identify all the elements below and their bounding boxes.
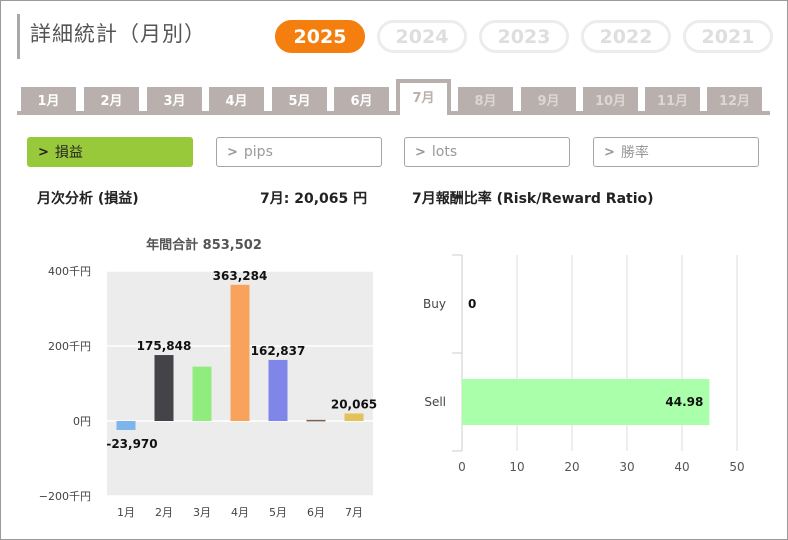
x-tick-label: 2月: [155, 506, 173, 519]
bar-3月: [192, 366, 212, 421]
year-button-4[interactable]: 2021: [683, 20, 773, 53]
y-tick-label: Sell: [424, 395, 446, 409]
x-tick-label: 50: [729, 460, 744, 474]
y-tick-label: Buy: [423, 297, 446, 311]
tab-month-1[interactable]: 1月: [21, 87, 76, 111]
chevron-right-icon: >: [227, 144, 238, 160]
tab-month-5[interactable]: 5月: [272, 87, 327, 111]
bar-7月: [344, 413, 364, 421]
x-tick-label: 3月: [193, 506, 211, 519]
monthly-analysis-heading: 月次分析 (損益): [37, 191, 139, 207]
chevron-right-icon: >: [604, 144, 615, 160]
data-label: -23,970: [106, 437, 157, 451]
year-button-2[interactable]: 2023: [479, 20, 569, 53]
month-summary: 7月: 20,065 円: [260, 191, 368, 207]
year-selector: 2025 2024 2023 2022 2021: [275, 20, 773, 53]
x-tick-label: 4月: [231, 506, 249, 519]
year-button-1[interactable]: 2024: [377, 20, 467, 53]
filter-label: 損益: [54, 145, 83, 161]
risk-reward-chart: 0 10 20 30 40 50 Buy 0 Sell 44.98: [423, 254, 745, 474]
y-tick-label: 200千円: [48, 340, 91, 353]
data-label: 0: [468, 297, 476, 311]
filter-label: 勝率: [620, 145, 649, 161]
page-title: 詳細統計（月別）: [17, 14, 206, 59]
x-tick-label: 1月: [117, 506, 135, 519]
x-tick-label: 0: [458, 460, 466, 474]
data-label: 175,848: [137, 339, 192, 353]
month-tabs: 1月 2月 3月 4月 5月 6月 7月 8月 9月 10月 11月 12月: [17, 79, 770, 115]
filter-lots-button[interactable]: > lots: [404, 137, 570, 167]
filter-winrate-button[interactable]: > 勝率: [593, 137, 759, 167]
tab-month-3[interactable]: 3月: [147, 87, 202, 111]
tab-month-4[interactable]: 4月: [209, 87, 264, 111]
bar-1月: [116, 421, 136, 430]
chevron-right-icon: >: [38, 144, 49, 160]
tab-month-10: 10月: [583, 87, 638, 111]
tab-month-9: 9月: [521, 87, 576, 111]
y-tick-label: 400千円: [48, 265, 91, 278]
monthly-profit-chart: 年間合計 853,502 400千円 200千円 0円 −200千円 1月 -23,970 2…: [39, 237, 377, 519]
filter-pips-button[interactable]: > pips: [216, 137, 382, 167]
tab-month-6[interactable]: 6月: [334, 87, 389, 111]
data-label: 363,284: [213, 269, 268, 283]
y-tick-label: 0円: [73, 415, 91, 428]
x-tick-label: 40: [674, 460, 689, 474]
x-tick-label: 30: [619, 460, 634, 474]
rr-ratio-heading: 7月報酬比率 (Risk/Reward Ratio): [412, 191, 654, 207]
filter-label: pips: [243, 144, 273, 160]
bar-Sell: [462, 379, 710, 425]
year-button-0[interactable]: 2025: [275, 20, 365, 53]
data-label: 20,065: [331, 397, 377, 411]
data-label: 162,837: [251, 344, 306, 358]
bar-5月: [268, 359, 288, 421]
chevron-right-icon: >: [415, 144, 426, 160]
x-tick-label: 10: [509, 460, 524, 474]
filter-label: lots: [431, 144, 458, 160]
month-tabs-baseline: [17, 111, 770, 115]
chart-title: 年間合計 853,502: [146, 237, 262, 253]
tab-month-12: 12月: [707, 87, 762, 111]
tab-month-2[interactable]: 2月: [84, 87, 139, 111]
bar-6月: [306, 419, 326, 422]
x-tick-label: 7月: [345, 506, 363, 519]
filter-profit-button[interactable]: > 損益: [27, 137, 193, 167]
year-button-3[interactable]: 2022: [581, 20, 671, 53]
bar-4月: [230, 284, 250, 421]
bar-2月: [154, 355, 174, 421]
x-tick-label: 5月: [269, 506, 287, 519]
tab-month-7[interactable]: 7月: [396, 79, 451, 115]
data-label: 44.98: [665, 395, 703, 409]
tab-month-8: 8月: [458, 87, 513, 111]
x-tick-label: 6月: [307, 506, 325, 519]
x-tick-label: 20: [564, 460, 579, 474]
page-title-text: 詳細統計（月別）: [30, 22, 206, 46]
y-tick-label: −200千円: [39, 490, 91, 503]
tab-month-11: 11月: [645, 87, 700, 111]
